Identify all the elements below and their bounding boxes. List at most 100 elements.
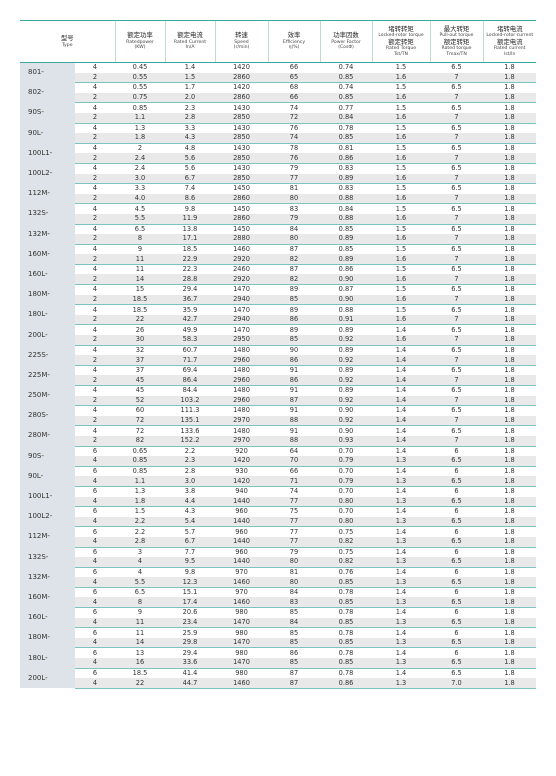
table-cell: 1.4 — [372, 385, 430, 396]
table-cell: 37 — [115, 365, 165, 376]
table-cell: 82 — [115, 435, 165, 447]
table-cell: 32 — [115, 345, 165, 356]
table-cell: 12.3 — [165, 577, 215, 588]
table-cell: 6.5 — [430, 304, 483, 315]
table-cell: 0.45 — [115, 62, 165, 73]
table-cell: 18.5 — [115, 294, 165, 306]
table-cell: 1460 — [215, 597, 268, 609]
table-cell: 36.7 — [165, 294, 215, 306]
table-cell: 0.87 — [320, 284, 372, 295]
table-cell: 2950 — [215, 335, 268, 346]
table-cell: 0.78 — [320, 123, 372, 134]
header-text: (CosΦ) — [338, 45, 354, 51]
table-cell: 72 — [268, 112, 320, 124]
table-cell: 1.3 — [372, 536, 430, 548]
table-cell: 6 — [75, 607, 115, 618]
table-cell: 74 — [268, 102, 320, 113]
table-cell: 1.4 — [372, 324, 430, 336]
table-cell: 2860 — [215, 92, 268, 104]
table-cell: 4 — [75, 183, 115, 194]
table-cell: 4 — [75, 637, 115, 649]
motor-type: 225S- — [20, 345, 75, 366]
table-cell: 82 — [268, 274, 320, 286]
table-cell: 17.4 — [165, 597, 215, 609]
table-row: 90S- 6 0.65 2.2 920 64 0.70 1.4 6 1.8 — [20, 446, 536, 467]
table-cell: 3 — [115, 547, 165, 558]
table-cell: 7 — [430, 92, 483, 104]
table-row: 160M- 4 9 18.5 1460 87 0.85 1.5 6.5 1.8 — [20, 244, 536, 265]
table-cell: 1.8 — [483, 254, 536, 265]
table-cell: 85 — [268, 607, 320, 618]
table-row: 100L2- 4 2.4 5.6 1430 79 0.83 1.5 6.5 1.8 — [20, 163, 536, 184]
table-cell: 1.5 — [372, 203, 430, 214]
header-cell: 效率 Efficiency η(%) — [267, 20, 320, 63]
table-cell: 1.4 — [372, 547, 430, 558]
table-cell: 9 — [115, 607, 165, 618]
table-cell: 6.5 — [430, 143, 483, 154]
table-cell: 1.8 — [483, 163, 536, 174]
table-cell: 1.4 — [372, 345, 430, 356]
table-body: 801- 4 0.45 1.4 1420 66 0.74 1.5 6.5 1.8 2 0.55 1.5 2… — [20, 62, 536, 689]
table-cell: 0.86 — [320, 264, 372, 275]
table-cell: 0.78 — [320, 647, 372, 659]
table-cell: 1450 — [215, 203, 268, 214]
table-cell: 1.8 — [483, 577, 536, 588]
table-cell: 1.8 — [483, 637, 536, 649]
table-cell: 18.5 — [165, 244, 215, 255]
table-cell: 1430 — [215, 123, 268, 134]
table-cell: 77 — [268, 496, 320, 508]
table-cell: 83 — [268, 597, 320, 609]
table-cell: 86.4 — [165, 375, 215, 387]
table-cell: 2850 — [215, 112, 268, 124]
motor-type: 112M- — [20, 183, 75, 204]
header-text: Speed — [234, 39, 249, 45]
table-cell: 6.5 — [430, 203, 483, 214]
table-cell: 86 — [268, 375, 320, 387]
table-cell: 2 — [75, 173, 115, 185]
table-cell: 0.81 — [320, 143, 372, 154]
table-cell: 0.79 — [320, 476, 372, 487]
table-cell: 7 — [430, 375, 483, 387]
table-row: 180L- 6 13 29.4 980 86 0.78 1.4 6 1.8 — [20, 647, 536, 669]
table-cell: 76 — [268, 123, 320, 134]
table-row: 2 1.8 4.3 2850 74 0.85 1.6 7 1.8 — [20, 133, 536, 144]
table-cell: 4 — [75, 658, 115, 669]
table-cell: 3.3 — [165, 123, 215, 134]
table-cell: 91 — [268, 385, 320, 396]
table-cell: 2 — [75, 234, 115, 245]
table-cell: 1.3 — [372, 658, 430, 669]
table-cell: 1.8 — [483, 395, 536, 407]
table-cell: 1470 — [215, 658, 268, 669]
header-text: 功率因数 — [333, 31, 359, 40]
table-cell: 6.5 — [430, 264, 483, 275]
table-cell: 29.4 — [165, 647, 215, 659]
table-cell: 2 — [75, 153, 115, 164]
table-cell: 2 — [75, 72, 115, 84]
table-cell: 1.3 — [372, 557, 430, 568]
table-cell: 6 — [75, 486, 115, 497]
table-cell: 1.8 — [483, 123, 536, 134]
table-cell: 1.4 — [372, 607, 430, 618]
table-cell: 29.4 — [165, 284, 215, 295]
table-cell: 2.2 — [165, 446, 215, 457]
table-cell: 6 — [430, 506, 483, 517]
table-cell: 1.6 — [372, 234, 430, 245]
table-cell: 1.8 — [483, 314, 536, 326]
table-cell: 1.6 — [372, 173, 430, 185]
table-cell: 0.85 — [320, 244, 372, 255]
table-cell: 1.8 — [483, 72, 536, 84]
table-cell: 1.8 — [483, 446, 536, 457]
table-cell: 4 — [75, 284, 115, 295]
table-cell: 9.5 — [165, 557, 215, 568]
table-cell: 83 — [268, 203, 320, 214]
table-cell: 0.80 — [320, 516, 372, 528]
table-cell: 5.6 — [165, 163, 215, 174]
table-cell: 0.92 — [320, 335, 372, 346]
table-cell: 1460 — [215, 244, 268, 255]
table-cell: 2.2 — [115, 526, 165, 537]
motor-type: 160L- — [20, 607, 75, 628]
table-cell: 980 — [215, 627, 268, 638]
header-text: Tmax/TN — [446, 51, 467, 57]
table-cell: 4.8 — [165, 143, 215, 154]
table-cell: 72 — [115, 425, 165, 436]
